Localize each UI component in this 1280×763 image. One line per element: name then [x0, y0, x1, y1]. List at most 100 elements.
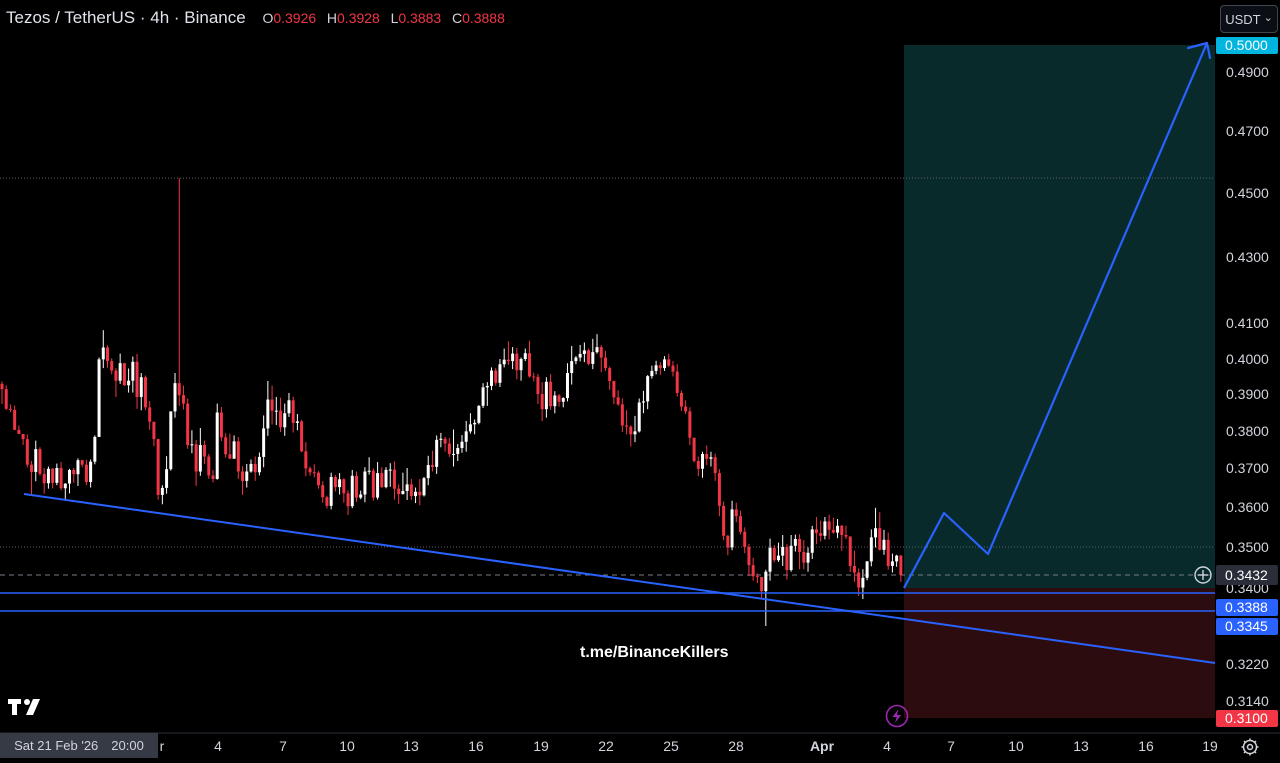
candle-body — [641, 401, 645, 403]
candle-body — [899, 555, 903, 575]
price-axis[interactable]: 0.4900 0.4700 0.4500 0.4300 0.4100 0.4000 0.39… — [1194, 37, 1278, 727]
candle-body — [587, 350, 591, 364]
add-alert-plus-icon[interactable] — [1194, 566, 1212, 584]
time-tick-label: Apr — [810, 738, 835, 754]
candle-body — [557, 395, 561, 402]
candle-body — [122, 363, 126, 386]
lightning-icon[interactable] — [885, 704, 909, 733]
time-tick-label: 4 — [883, 738, 891, 754]
candle-body — [755, 576, 759, 578]
candle-body — [646, 376, 650, 402]
candle-body — [768, 547, 772, 572]
candle-body — [595, 347, 599, 353]
candle-body — [392, 469, 396, 489]
target-price-tag-bg — [1216, 37, 1278, 54]
time-tick-label: 7 — [279, 738, 287, 754]
price-tick-label: 0.4000 — [1226, 351, 1269, 367]
descending-trendline[interactable] — [23, 493, 1216, 664]
candle-body — [582, 350, 586, 354]
candle-body — [426, 465, 430, 479]
crosshair-date: Sat 21 Feb '26 — [14, 738, 99, 753]
candle-body — [135, 361, 139, 397]
time-tick-label: 10 — [1008, 738, 1024, 754]
lower-price-tag[interactable]: 0.3345 — [1216, 618, 1278, 635]
projection-path[interactable] — [903, 42, 1209, 589]
candle-body — [219, 412, 223, 438]
time-tick-label: r — [160, 738, 165, 754]
candle-body — [772, 547, 776, 561]
candle-body — [519, 359, 523, 371]
candle-body — [848, 536, 852, 566]
target-zone[interactable] — [904, 45, 1215, 588]
crosshair-time: 20:00 — [111, 738, 144, 753]
currency-select-button[interactable]: USDT ⌄ — [1220, 5, 1278, 33]
candle-body — [21, 433, 25, 440]
price-tick-label: 0.3220 — [1226, 656, 1269, 672]
trend-lines — [0, 41, 1216, 664]
candle-body — [882, 539, 886, 550]
time-axis[interactable]: r 4 7 10 13 16 19 22 25 28 Apr 4 7 10 13 16 19 — [0, 732, 1280, 754]
price-tick-label: 0.3500 — [1226, 539, 1269, 555]
candle-body — [511, 353, 515, 362]
candle-body — [810, 529, 814, 553]
price-tick-label: 0.3900 — [1226, 386, 1269, 402]
candle-body — [418, 491, 422, 496]
candle-body — [836, 525, 840, 533]
candle-body — [0, 383, 4, 390]
candle-body — [177, 383, 181, 396]
candle-body — [211, 475, 215, 479]
candle-body — [384, 469, 388, 488]
candle-body — [401, 491, 405, 495]
candle-body — [72, 469, 76, 475]
chevron-down-icon: ⌄ — [1263, 11, 1273, 24]
stop-zone[interactable] — [904, 588, 1215, 718]
lower-price-tag-bg — [1216, 618, 1278, 635]
time-tick-label: 25 — [663, 738, 679, 754]
time-tick-label: 13 — [1073, 738, 1089, 754]
candle-body — [397, 488, 401, 495]
candle-body — [473, 422, 477, 425]
candle-body — [485, 385, 489, 388]
candle-body — [553, 395, 557, 407]
price-tick-label: 0.3140 — [1226, 693, 1269, 709]
candle-body — [367, 470, 371, 472]
candle-body — [874, 528, 878, 538]
candle-body — [346, 493, 350, 507]
candle-body — [452, 453, 456, 455]
candle-body — [671, 365, 675, 372]
candle-body — [827, 521, 831, 530]
symbol-header: Tezos / TetherUS · 4h · Binance O0.3926 … — [6, 8, 509, 28]
candle-body — [865, 561, 869, 578]
candle-body — [329, 476, 333, 506]
symbol-title[interactable]: Tezos / TetherUS · 4h · Binance — [6, 8, 246, 27]
stop-price-tag-text: 0.3100 — [1225, 710, 1268, 726]
candle-body — [460, 441, 464, 449]
candle-body — [629, 426, 633, 435]
support-price-tag[interactable]: 0.3388 — [1216, 599, 1278, 616]
candle-body — [565, 373, 569, 399]
candle-body — [422, 478, 426, 496]
current-price-tag[interactable]: 0.3432 — [1216, 565, 1278, 585]
candle-body — [743, 531, 747, 547]
chart-settings-gear-icon[interactable] — [1240, 737, 1260, 757]
candle-body — [350, 475, 354, 507]
candle-body — [747, 547, 751, 566]
candle-body — [764, 571, 768, 592]
candle-body — [84, 464, 88, 483]
time-tick-label: 16 — [468, 738, 484, 754]
watermark-text: t.me/BinanceKillers — [580, 644, 729, 661]
candle-body — [169, 411, 173, 470]
candle-body — [359, 494, 363, 498]
candle-body — [544, 381, 548, 410]
candle-body — [405, 484, 409, 492]
candle-body — [257, 456, 261, 473]
candle-body — [781, 547, 785, 556]
target-price-tag-text: 0.5000 — [1225, 37, 1268, 53]
target-price-tag[interactable]: 0.5000 — [1216, 37, 1278, 54]
tradingview-logo-icon[interactable] — [8, 696, 44, 721]
time-tick-label: 22 — [598, 738, 614, 754]
candle-body — [291, 400, 295, 423]
stop-price-tag[interactable]: 0.3100 — [1216, 710, 1278, 727]
candle-body — [266, 399, 270, 429]
